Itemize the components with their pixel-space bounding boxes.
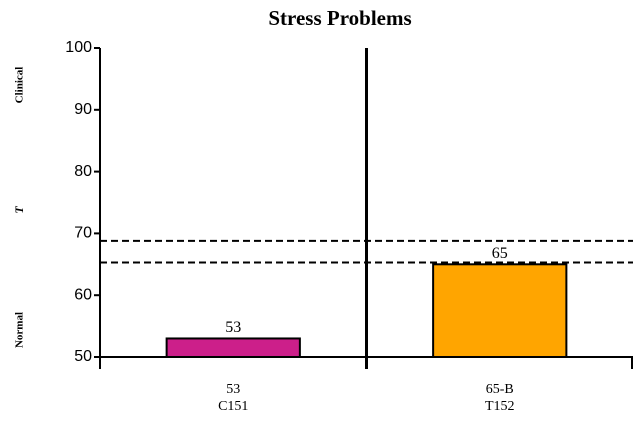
y-side-label: Clinical [14, 67, 26, 104]
y-tick-label: 100 [65, 39, 92, 56]
chart-title: Stress Problems [268, 6, 411, 30]
y-tick-label: 70 [74, 225, 92, 242]
y-tick-label: 90 [74, 101, 92, 118]
y-tick-label: 80 [74, 163, 92, 180]
data-label: 65 [492, 245, 508, 262]
x-score-label: 53 [226, 382, 240, 397]
y-tick-label: 50 [74, 348, 92, 365]
x-tick-label: C151 [218, 399, 248, 414]
x-tick-label: T152 [485, 399, 515, 414]
y-side-label: Normal [14, 312, 26, 348]
y-tick-label: 60 [74, 286, 92, 303]
bar [432, 263, 568, 358]
bar [165, 337, 301, 358]
x-score-label: 65-B [486, 382, 514, 397]
data-label: 53 [225, 319, 241, 336]
y-side-label: T [12, 206, 26, 214]
